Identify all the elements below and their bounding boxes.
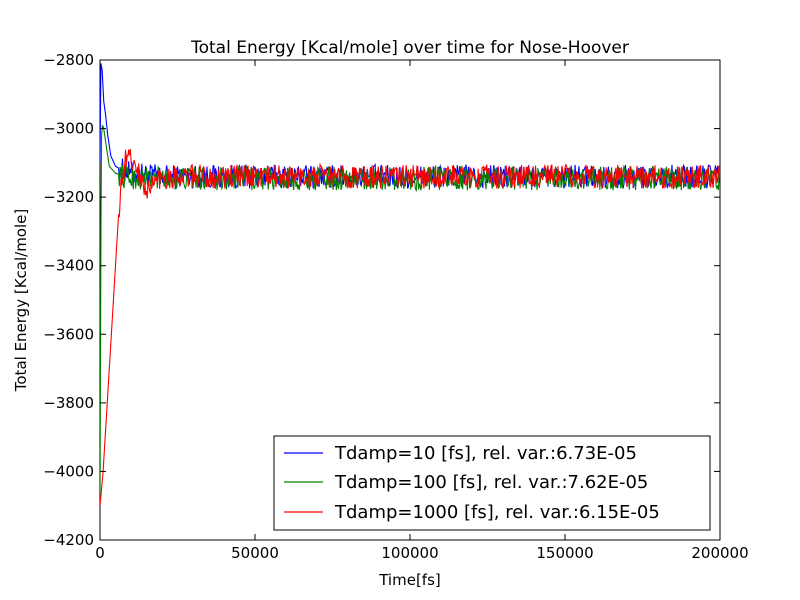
y-tick-label: −4200	[43, 531, 94, 549]
x-tick-label: 0	[95, 544, 105, 562]
legend: Tdamp=10 [fs], rel. var.:6.73E-05 Tdamp=…	[273, 435, 711, 531]
chart-title: Total Energy [Kcal/mole] over time for N…	[190, 38, 629, 58]
y-axis-label: Total Energy [Kcal/mole]	[12, 209, 30, 392]
x-tick-label: 150000	[536, 544, 593, 562]
legend-label-tdamp-100: Tdamp=100 [fs], rel. var.:7.62E-05	[334, 472, 648, 493]
y-tick-label: −3400	[43, 257, 94, 275]
series-line-tdamp-1000	[100, 148, 720, 506]
series-layer	[100, 63, 720, 506]
legend-box	[273, 435, 711, 531]
y-tick-label: −2800	[43, 51, 94, 69]
y-tick-label: −3000	[43, 120, 94, 138]
legend-label-tdamp-10: Tdamp=10 [fs], rel. var.:6.73E-05	[334, 443, 637, 464]
x-axis-label: Time[fs]	[378, 571, 441, 589]
y-tick-label: −3200	[43, 188, 94, 206]
x-tick-label: 100000	[381, 544, 438, 562]
y-tick-label: −3800	[43, 394, 94, 412]
y-tick-label: −3600	[43, 325, 94, 343]
ticks-layer: 0 50000 100000 150000 200000 −4200 −4000 −3800 −…	[43, 51, 748, 562]
x-tick-label: 200000	[691, 544, 748, 562]
x-tick-label: 50000	[231, 544, 279, 562]
legend-label-tdamp-1000: Tdamp=1000 [fs], rel. var.:6.15E-05	[334, 502, 660, 523]
y-tick-label: −4000	[43, 462, 94, 480]
